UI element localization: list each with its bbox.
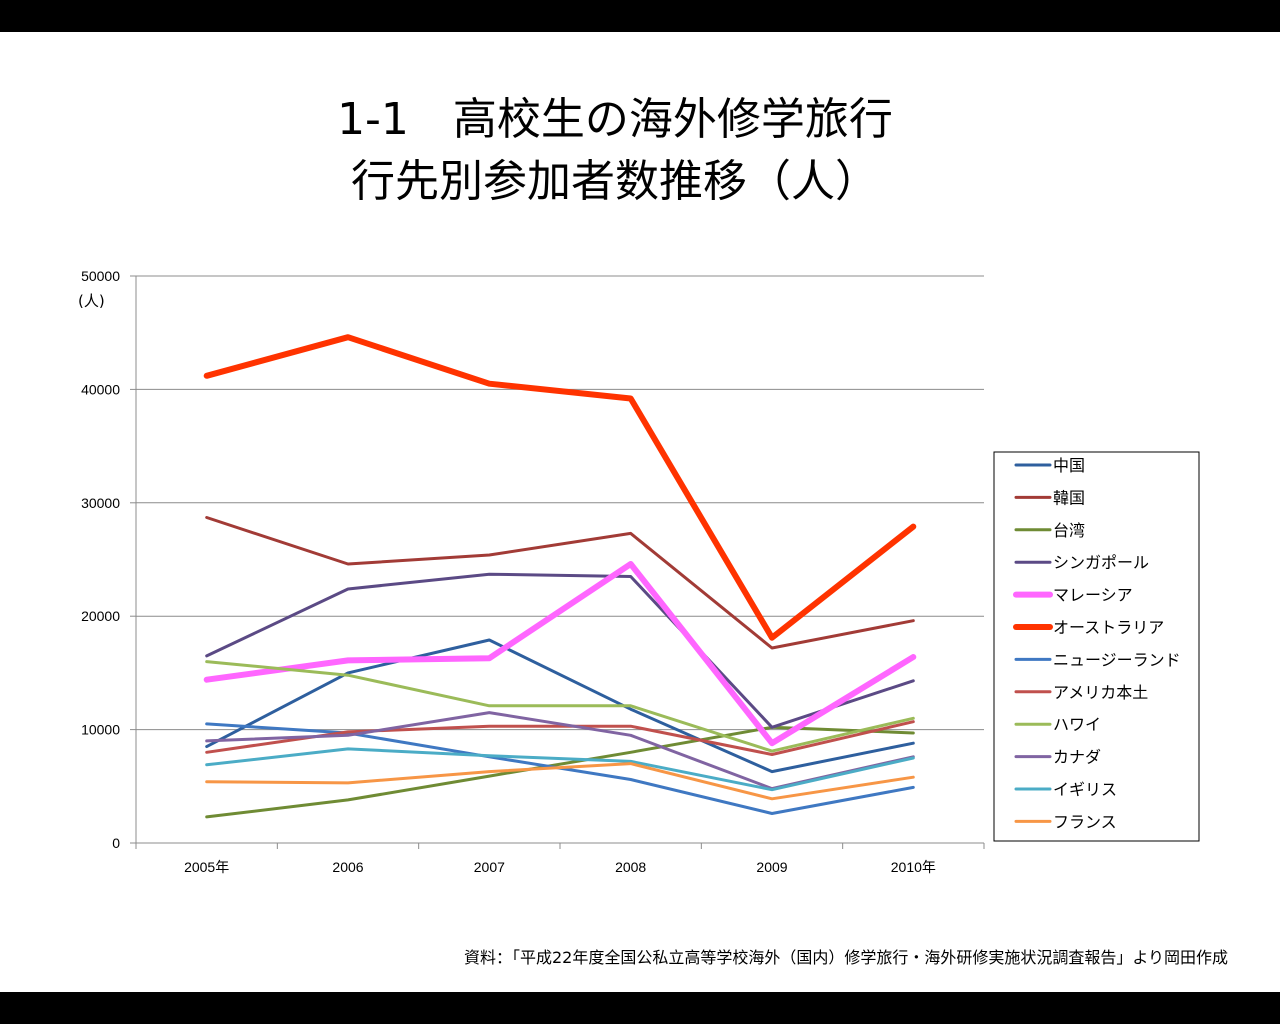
y-tick-labels: 0 10000 20000 30000 40000 50000 xyxy=(81,268,120,851)
legend-label: オーストラリア xyxy=(1053,618,1164,637)
bottom-letterbox-bar xyxy=(0,992,1280,1024)
y-tick-label: 10000 xyxy=(81,722,120,738)
y-tick-label: 20000 xyxy=(81,608,120,624)
series-line-3 xyxy=(205,572,915,729)
x-tick-label: 2008 xyxy=(615,859,646,875)
series-line-8 xyxy=(205,660,915,753)
legend-label: カナダ xyxy=(1053,748,1101,767)
y-tick-label: 0 xyxy=(112,835,120,851)
legend-label: 中国 xyxy=(1053,456,1085,475)
y-tick-label: 50000 xyxy=(81,268,120,284)
legend-label: ハワイ xyxy=(1053,715,1101,734)
chart-title-line-1: 1-1 高校生の海外修学旅行 xyxy=(337,94,893,145)
series-line-4 xyxy=(203,561,917,747)
y-tick-label: 40000 xyxy=(81,381,120,397)
legend: 中国韓国台湾シンガポールマレーシアオーストラリアニュージーランドアメリカ本土ハワ… xyxy=(993,451,1200,842)
chart-title-line-2: 行先別参加者数推移（人） xyxy=(351,156,879,207)
series-line-2 xyxy=(205,725,915,819)
series-line-5 xyxy=(203,334,917,641)
legend-box xyxy=(993,451,1200,842)
x-tick-label: 2009 xyxy=(756,859,787,875)
legend-label: シンガポール xyxy=(1053,553,1149,572)
legend-label: マレーシア xyxy=(1053,586,1133,605)
gridlines xyxy=(136,275,984,731)
legend-label: 韓国 xyxy=(1053,488,1085,507)
legend-label: アメリカ本土 xyxy=(1053,683,1148,702)
y-tick-label: 30000 xyxy=(81,495,120,511)
legend-label: フランス xyxy=(1053,812,1117,831)
legend-label: イギリス xyxy=(1053,780,1117,799)
x-tick-label: 2006 xyxy=(332,859,363,875)
series-line-1 xyxy=(205,516,915,650)
legend-label: ニュージーランド xyxy=(1053,650,1181,669)
x-tick-label: 2007 xyxy=(474,859,505,875)
source-note: 資料：「平成22年度全国公私立高等学校海外（国内）修学旅行・海外研修実施状況調査… xyxy=(463,948,1228,967)
series-line-0 xyxy=(205,638,915,774)
x-tick-labels: 2005年 2006 2007 2008 2009 2010年 xyxy=(184,859,936,875)
x-tick-label: 2005年 xyxy=(184,859,229,875)
axes xyxy=(130,275,985,849)
series-line-11 xyxy=(205,762,915,801)
x-tick-label: 2010年 xyxy=(891,859,936,875)
y-axis-unit-label: (人) xyxy=(78,292,105,310)
top-letterbox-bar xyxy=(0,0,1280,32)
series-line-10 xyxy=(205,747,915,792)
series-lines xyxy=(203,334,917,819)
legend-label: 台湾 xyxy=(1053,521,1085,540)
